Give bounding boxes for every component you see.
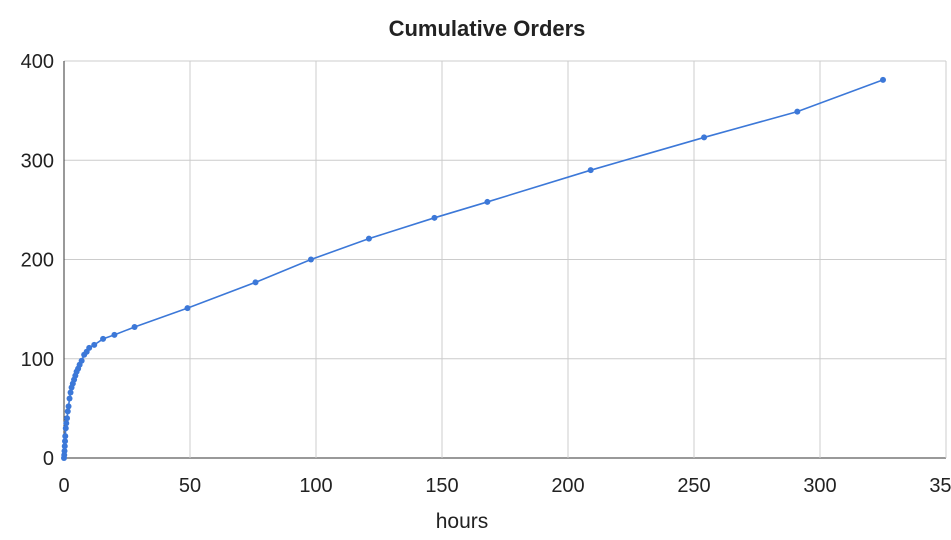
data-point [100, 335, 107, 342]
data-point [307, 256, 314, 263]
data-point [65, 403, 72, 410]
data-point [701, 134, 708, 141]
x-tick-label: 100 [299, 475, 332, 497]
chart-title: Cumulative Orders [389, 16, 586, 41]
x-tick-label: 50 [179, 475, 201, 497]
data-point [184, 305, 191, 312]
x-tick-label: 0 [58, 475, 69, 497]
data-point [67, 389, 74, 396]
y-tick-label: 300 [21, 150, 54, 172]
data-line [63, 79, 884, 459]
data-point [62, 438, 69, 445]
x-tick-label: 350 [929, 475, 951, 497]
data-point [131, 323, 138, 330]
data-point [111, 331, 118, 338]
data-point [587, 167, 594, 174]
data-point [62, 425, 69, 432]
x-axis-label: hours [436, 510, 489, 533]
data-point [78, 357, 85, 364]
data-point [252, 279, 259, 286]
y-tick-label: 100 [21, 349, 54, 371]
data-point [91, 341, 98, 348]
data-point [61, 443, 68, 450]
data-point [64, 415, 71, 422]
x-tick-label: 150 [425, 475, 458, 497]
y-tick-label: 200 [21, 250, 54, 272]
data-point [880, 76, 886, 83]
x-tick-label: 300 [803, 475, 836, 497]
data-point [794, 108, 801, 115]
data-point [86, 344, 93, 351]
y-tick-label: 0 [43, 448, 54, 470]
x-tick-label: 200 [551, 475, 584, 497]
data-point [61, 448, 68, 455]
data-point [365, 235, 372, 242]
x-tick-label: 250 [677, 475, 710, 497]
data-point [62, 433, 69, 440]
data-point [64, 408, 71, 415]
data-point [63, 420, 70, 427]
data-point [66, 395, 73, 402]
data-point [431, 214, 438, 221]
y-tick-label: 400 [21, 51, 54, 73]
data-point [484, 198, 491, 205]
